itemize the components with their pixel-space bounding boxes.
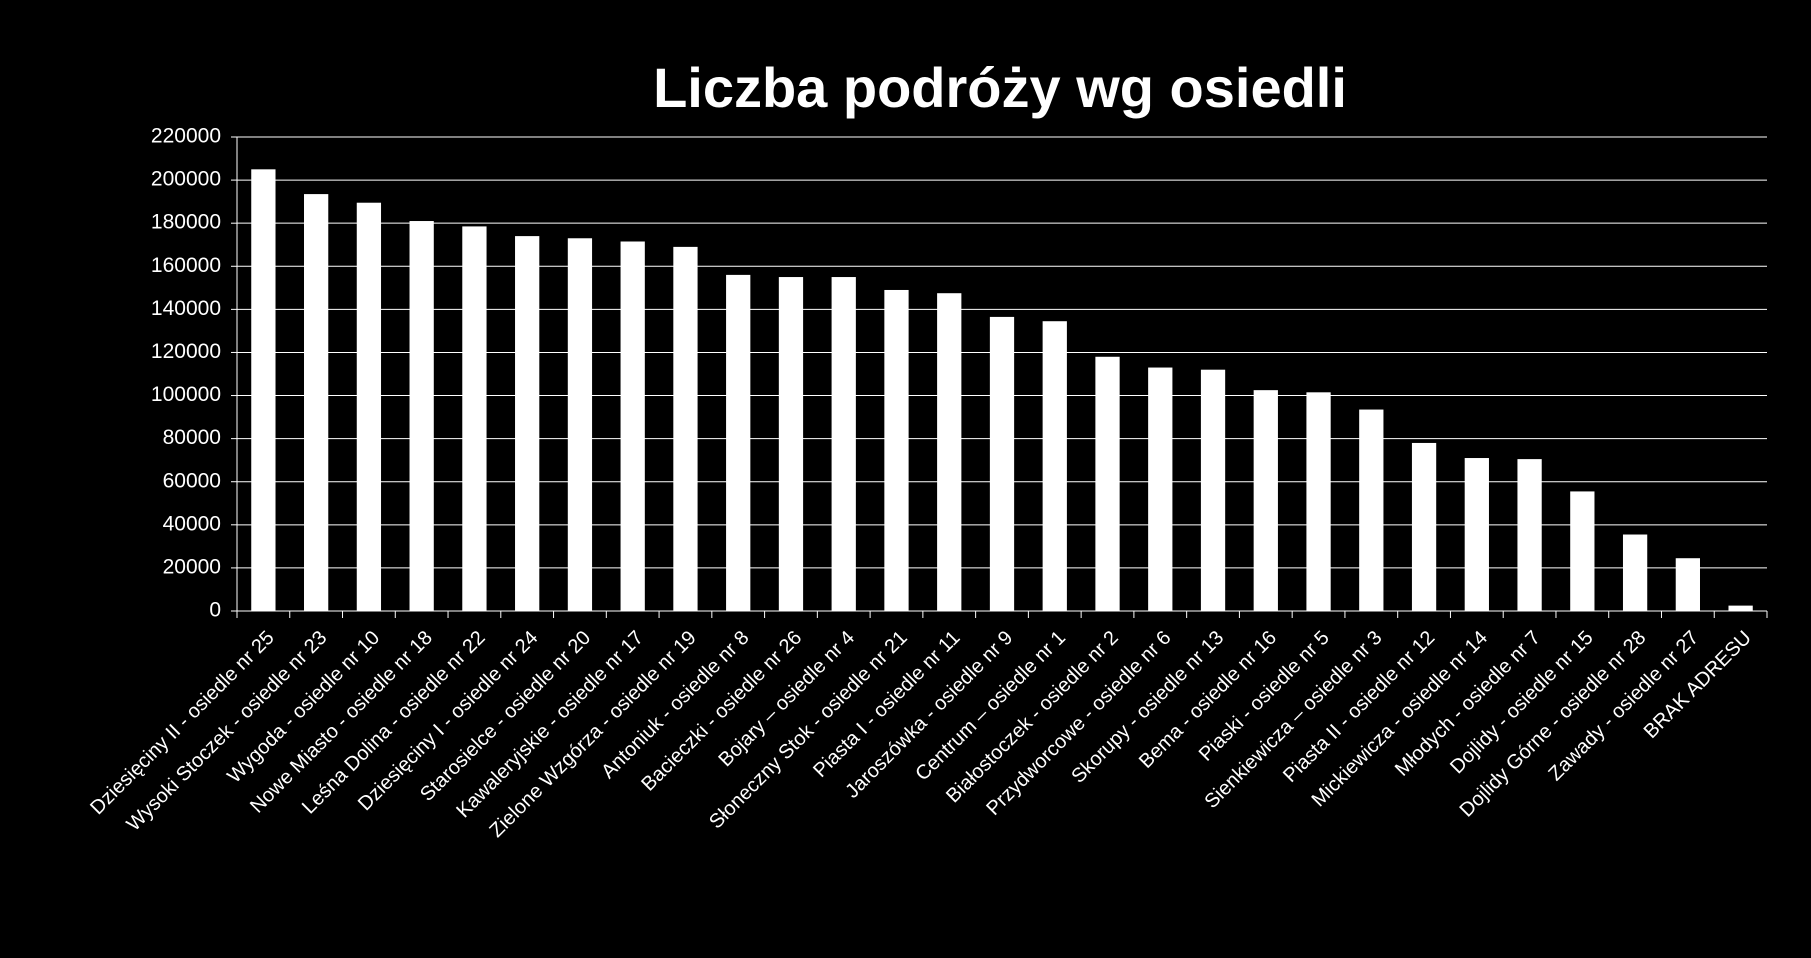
bar [1570,491,1595,611]
bar [567,238,593,611]
bar [1675,558,1700,611]
y-tick-label: 100000 [151,383,221,406]
y-tick-label: 120000 [151,340,221,363]
y-tick-label: 200000 [151,168,221,191]
bar [1095,356,1120,611]
y-tick-label: 20000 [163,555,221,578]
y-tick-label: 60000 [163,469,221,492]
bar [1359,409,1384,611]
bar [1411,442,1437,611]
bar [620,241,645,611]
y-tick-label: 80000 [163,426,221,449]
bar [251,169,276,611]
bar [831,277,856,611]
bar [1306,392,1331,611]
bar [778,277,804,611]
y-tick-label: 40000 [163,512,221,535]
bar [884,289,909,611]
bar [1042,321,1067,611]
bar [1200,369,1226,611]
y-tick-label: 140000 [151,297,221,320]
bar [1148,367,1173,611]
chart-title: Liczba podróży wg osiedli [653,56,1347,119]
bar [409,221,434,611]
bar [1253,390,1278,611]
bar [989,316,1015,611]
y-tick-label: 220000 [151,125,221,148]
y-tick-label: 0 [209,599,221,622]
bar [1622,534,1648,611]
y-tick-label: 180000 [151,211,221,234]
y-tick-label: 160000 [151,254,221,277]
bar [1517,459,1542,611]
bar [726,274,751,611]
bar [673,246,698,611]
bar [1728,605,1753,611]
bar [1464,458,1489,611]
bar [515,236,540,612]
bar [462,226,487,611]
bar [937,293,962,611]
bar [304,194,329,611]
bar [356,202,382,612]
